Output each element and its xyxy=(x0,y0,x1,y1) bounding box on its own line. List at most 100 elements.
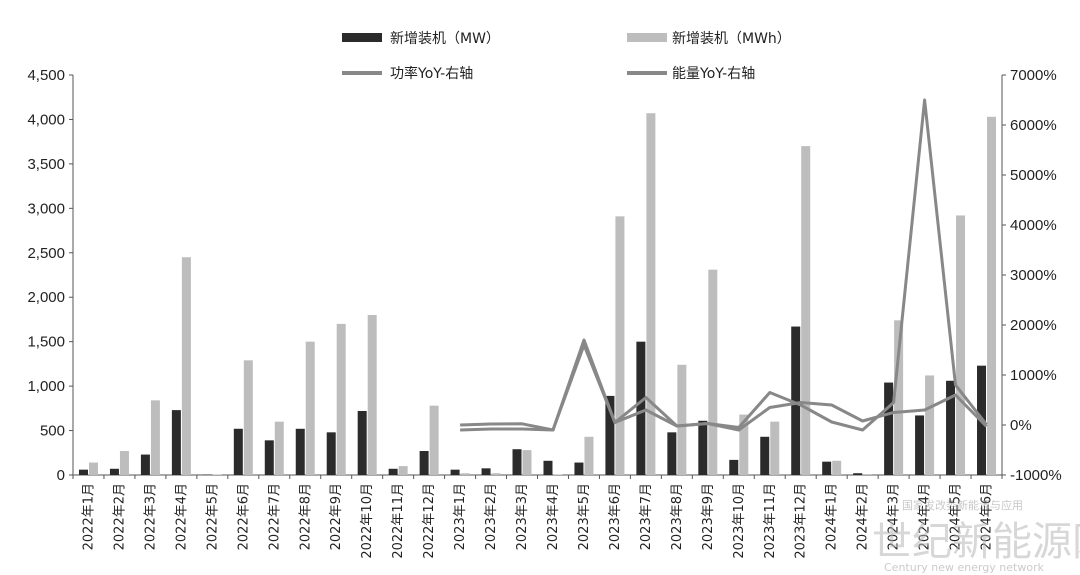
bar-mw xyxy=(78,469,88,475)
bar-mwh xyxy=(615,216,625,476)
y-left-tick-label: 1,000 xyxy=(27,378,65,395)
bar-mwh xyxy=(243,360,253,475)
lines xyxy=(460,98,988,432)
x-tick-label: 2023年10月 xyxy=(732,483,747,559)
bar-mw xyxy=(543,460,553,475)
x-tick-label: 2022年2月 xyxy=(112,483,127,550)
bar-mw xyxy=(357,411,367,475)
bar-mwh xyxy=(367,315,377,475)
x-tick-label: 2022年11月 xyxy=(391,483,406,559)
bar-mw xyxy=(853,473,863,475)
bar-mw xyxy=(605,395,615,475)
bar-mw xyxy=(636,341,646,475)
line-power-yoy xyxy=(460,98,988,432)
legend-label-energy-yoy: 能量YoY-右轴 xyxy=(672,66,755,82)
y-left-tick-label: 500 xyxy=(40,423,65,440)
y-right-tick-label: 4000% xyxy=(1010,217,1057,234)
x-tick-label: 2022年3月 xyxy=(143,483,158,550)
bar-mw xyxy=(481,468,491,475)
x-tick-label: 2023年1月 xyxy=(453,483,468,550)
x-tick-label: 2023年6月 xyxy=(608,483,623,550)
x-tick-label: 2024年5月 xyxy=(949,483,964,550)
bar-mwh xyxy=(429,405,439,475)
x-tick-label: 2023年3月 xyxy=(515,483,530,550)
bar-mwh xyxy=(770,421,780,475)
x-tick-label: 2022年12月 xyxy=(422,483,437,559)
y-left-tick-label: 4,500 xyxy=(27,67,65,84)
x-tick-label: 2022年7月 xyxy=(267,483,282,550)
bar-mw xyxy=(233,428,243,475)
bar-mwh xyxy=(863,474,873,475)
y-left-tick-label: 2,500 xyxy=(27,245,65,262)
bar-mwh xyxy=(336,323,346,475)
y-right-tick-label: -1000% xyxy=(1010,467,1062,484)
bar-mwh xyxy=(584,436,594,475)
x-tick-labels: 2022年1月 2022年2月 2022年3月 2022年4月 2022年5月 2022年… xyxy=(81,483,994,559)
y-left-tick-label: 3,000 xyxy=(27,200,65,217)
bar-mw xyxy=(512,449,522,475)
bar-mwh xyxy=(491,473,501,475)
bar-mwh xyxy=(739,414,749,475)
y-right-tick-label: 0% xyxy=(1010,417,1032,434)
bar-mwh xyxy=(460,473,470,475)
bar-mw xyxy=(822,461,832,475)
bar-mwh xyxy=(398,466,408,475)
x-tick-label: 2023年5月 xyxy=(577,483,592,550)
y-left-tick-label: 4,000 xyxy=(27,111,65,128)
bars xyxy=(78,113,997,476)
x-tick-label: 2023年12月 xyxy=(794,483,809,559)
x-tick-label: 2022年4月 xyxy=(174,483,189,550)
x-tick-label: 2023年2月 xyxy=(484,483,499,550)
bar-mwh xyxy=(925,375,935,475)
legend: 新增装机（MW） 新增装机（MWh） 功率YoY-右轴 能量YoY-右轴 xyxy=(342,31,791,82)
watermark-sub-text: Century new energy network xyxy=(884,561,1045,574)
watermark-main-text: 世纪新能源网 xyxy=(872,519,1080,565)
bar-mwh xyxy=(119,451,129,475)
x-tick-label: 2022年6月 xyxy=(236,483,251,550)
legend-label-energy-mwh: 新增装机（MWh） xyxy=(672,31,791,47)
x-tick-label: 2023年4月 xyxy=(546,483,561,550)
bar-mwh xyxy=(88,462,98,475)
x-tick-label: 2023年8月 xyxy=(670,483,685,550)
bar-mw xyxy=(109,468,119,475)
axes: 0 500 1,000 1,500 2,000 2,500 3,000 3,500 4,000 4… xyxy=(27,67,1061,484)
x-tick-label: 2022年9月 xyxy=(329,483,344,550)
x-tick-label: 2024年1月 xyxy=(825,483,840,550)
bar-mwh xyxy=(708,269,718,475)
x-tick-label: 2022年5月 xyxy=(205,483,220,550)
x-tick-label: 2023年11月 xyxy=(763,483,778,559)
y-left-tick-label: 3,500 xyxy=(27,156,65,173)
y-right-tick-label: 2000% xyxy=(1010,317,1057,334)
y-right-tick-label: 6000% xyxy=(1010,117,1057,134)
line-energy-yoy xyxy=(460,343,988,432)
bar-mwh xyxy=(181,257,191,475)
legend-swatch-power-mw xyxy=(342,33,382,42)
bar-mwh xyxy=(646,113,656,475)
y-left-tick-label: 1,500 xyxy=(27,334,65,351)
y-right-tick-label: 7000% xyxy=(1010,67,1057,84)
watermark-small-text: 国家发改委新能源与应用 xyxy=(902,498,1023,512)
bar-mw xyxy=(574,462,584,475)
x-tick-label: 2024年4月 xyxy=(918,483,933,550)
bar-mw xyxy=(264,440,274,475)
bar-mw xyxy=(450,469,460,475)
legend-label-power-mw: 新增装机（MW） xyxy=(390,31,500,47)
bar-mwh xyxy=(894,320,904,475)
x-tick-label: 2022年10月 xyxy=(360,483,375,559)
bar-mw xyxy=(388,468,398,475)
x-tick-label: 2022年8月 xyxy=(298,483,313,550)
bar-mw xyxy=(419,451,429,475)
y-right-tick-label: 3000% xyxy=(1010,267,1057,284)
x-tick-label: 2024年6月 xyxy=(980,483,995,550)
x-tick-label: 2024年2月 xyxy=(856,483,871,550)
x-tick-label: 2022年1月 xyxy=(81,483,96,550)
bar-mwh xyxy=(801,146,811,475)
bar-mw xyxy=(729,459,739,475)
y-right-tick-label: 5000% xyxy=(1010,167,1057,184)
bar-mwh xyxy=(522,450,532,475)
bar-mw xyxy=(884,382,894,475)
watermark: 国家发改委新能源与应用 世纪新能源网 Century new energy ne… xyxy=(872,498,1080,574)
x-tick-label: 2024年3月 xyxy=(887,483,902,550)
bar-mwh xyxy=(987,116,997,476)
bar-mwh xyxy=(956,215,966,475)
